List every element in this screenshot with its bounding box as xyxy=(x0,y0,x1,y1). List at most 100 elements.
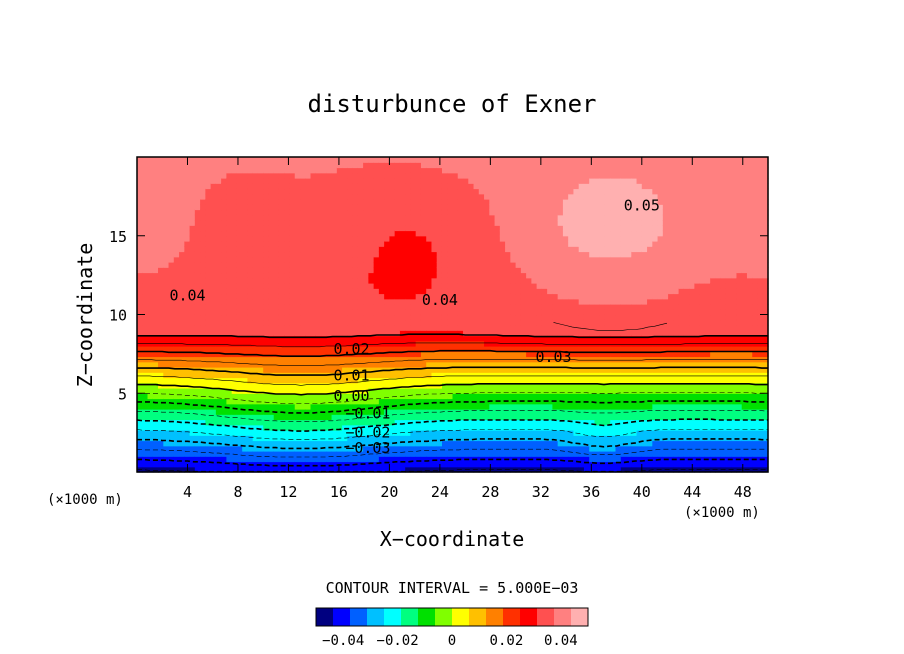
field-cell xyxy=(205,351,212,358)
field-cell xyxy=(263,272,270,279)
field-cell xyxy=(526,209,532,216)
field-cell xyxy=(194,388,201,394)
field-cell xyxy=(405,277,412,284)
field-cell xyxy=(436,445,443,452)
field-cell xyxy=(468,382,475,389)
field-cell xyxy=(342,377,348,384)
field-cell xyxy=(247,445,254,452)
field-cell xyxy=(321,325,327,331)
field-cell xyxy=(468,283,475,289)
field-cell xyxy=(210,377,217,384)
field-cell xyxy=(384,277,390,284)
field-cell xyxy=(252,430,259,436)
field-cell xyxy=(457,340,464,347)
field-cell xyxy=(389,414,396,421)
field-cell xyxy=(452,414,459,421)
field-cell xyxy=(420,377,427,384)
field-cell xyxy=(489,414,496,421)
field-cell xyxy=(326,367,333,373)
field-cell xyxy=(484,377,490,384)
field-cell xyxy=(347,314,354,321)
field-cell xyxy=(363,451,369,457)
field-cell xyxy=(147,283,154,289)
field-cell xyxy=(484,288,490,295)
field-cell xyxy=(541,167,548,174)
field-cell xyxy=(373,461,380,468)
field-cell xyxy=(200,262,206,268)
field-cell xyxy=(536,314,543,321)
field-cell xyxy=(552,403,559,410)
field-cell xyxy=(221,456,227,463)
field-cell xyxy=(310,382,317,389)
field-cell xyxy=(194,430,201,436)
field-cell xyxy=(441,424,448,431)
field-cell xyxy=(326,309,333,316)
field-cell xyxy=(405,382,412,389)
field-cell xyxy=(194,214,201,221)
field-cell xyxy=(331,167,338,174)
field-cell xyxy=(189,393,196,400)
field-cell xyxy=(315,178,322,184)
field-cell xyxy=(531,377,538,384)
field-cell xyxy=(189,162,196,169)
field-cell xyxy=(410,204,417,211)
field-cell xyxy=(478,277,485,284)
field-cell xyxy=(473,414,480,421)
field-cell xyxy=(394,445,401,452)
field-cell xyxy=(200,461,206,468)
field-cell xyxy=(163,451,170,457)
field-cell xyxy=(410,199,417,205)
field-cell xyxy=(494,178,501,184)
field-cell xyxy=(294,304,301,310)
field-cell xyxy=(515,451,522,457)
field-cell xyxy=(526,246,532,253)
field-cell xyxy=(410,377,417,384)
field-cell xyxy=(436,183,443,190)
field-cell xyxy=(426,351,433,358)
field-cell xyxy=(405,356,412,363)
field-cell xyxy=(310,267,317,274)
field-cell xyxy=(194,414,201,421)
field-cell xyxy=(268,414,275,421)
field-cell xyxy=(420,225,427,232)
field-cell xyxy=(499,193,506,200)
field-cell xyxy=(484,340,490,347)
field-cell xyxy=(273,340,280,347)
field-cell xyxy=(315,235,322,242)
field-cell xyxy=(457,204,464,211)
field-cell xyxy=(394,398,401,405)
field-cell xyxy=(305,172,312,179)
field-cell xyxy=(436,235,443,242)
field-cell xyxy=(152,414,159,421)
field-cell xyxy=(247,225,254,232)
field-cell xyxy=(547,382,554,389)
field-cell xyxy=(289,214,296,221)
field-cell xyxy=(342,267,348,274)
field-cell xyxy=(473,298,480,305)
field-cell xyxy=(284,325,291,331)
field-cell xyxy=(363,162,369,169)
field-cell xyxy=(305,298,312,305)
field-cell xyxy=(284,214,291,221)
field-cell xyxy=(399,225,406,232)
field-cell xyxy=(205,235,212,242)
field-cell xyxy=(305,319,312,326)
field-cell xyxy=(215,162,222,169)
field-cell xyxy=(463,172,469,179)
field-cell xyxy=(431,199,438,205)
field-cell xyxy=(289,388,296,394)
field-cell xyxy=(552,419,559,426)
field-cell xyxy=(137,403,143,410)
field-cell xyxy=(294,241,301,247)
field-cell xyxy=(520,293,527,300)
field-cell xyxy=(399,382,406,389)
field-cell xyxy=(315,335,322,342)
field-cell xyxy=(520,309,527,316)
field-cell xyxy=(184,167,191,174)
field-cell xyxy=(463,304,469,310)
field-cell xyxy=(431,272,438,279)
field-cell xyxy=(210,372,217,379)
field-cell xyxy=(342,199,348,205)
field-cell xyxy=(373,251,380,258)
field-cell xyxy=(189,361,196,368)
